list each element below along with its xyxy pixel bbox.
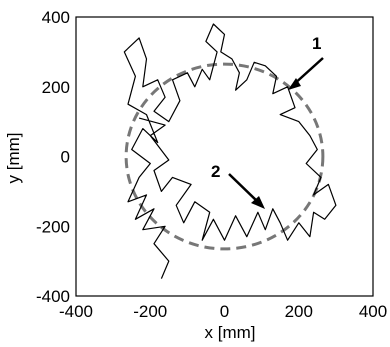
trajectory-series-line xyxy=(123,23,337,279)
x-tick-label: 400 xyxy=(359,302,387,321)
y-tick-label: 400 xyxy=(42,8,70,27)
y-tick-label: -200 xyxy=(36,217,70,236)
plot-area xyxy=(76,17,373,296)
annotation-2-arrow-line xyxy=(228,173,260,204)
annotation-2-arrowhead xyxy=(251,196,265,209)
y-tick-label: -400 xyxy=(36,287,70,306)
x-tick-labels: -400 -200 0 200 400 xyxy=(59,302,387,321)
x-tick-label: -400 xyxy=(59,302,93,321)
y-tick-label: 0 xyxy=(61,148,70,167)
y-tick-labels: 400 200 0 -200 -400 xyxy=(36,8,70,306)
annotation-2: 2 xyxy=(211,162,265,209)
x-tick-label: 200 xyxy=(285,302,313,321)
annotation-1-label: 1 xyxy=(312,34,321,53)
annotation-1: 1 xyxy=(288,34,324,90)
x-axis-label: x [mm] xyxy=(205,323,256,342)
x-tick-label: -200 xyxy=(133,302,167,321)
reference-circle xyxy=(124,62,325,251)
annotation-2-label: 2 xyxy=(211,162,220,181)
y-axis-label: y [mm] xyxy=(4,133,23,184)
y-tick-label: 200 xyxy=(42,78,70,97)
x-tick-label: 0 xyxy=(220,302,229,321)
annotation-1-arrowhead xyxy=(288,78,301,90)
plot-frame xyxy=(75,16,374,297)
